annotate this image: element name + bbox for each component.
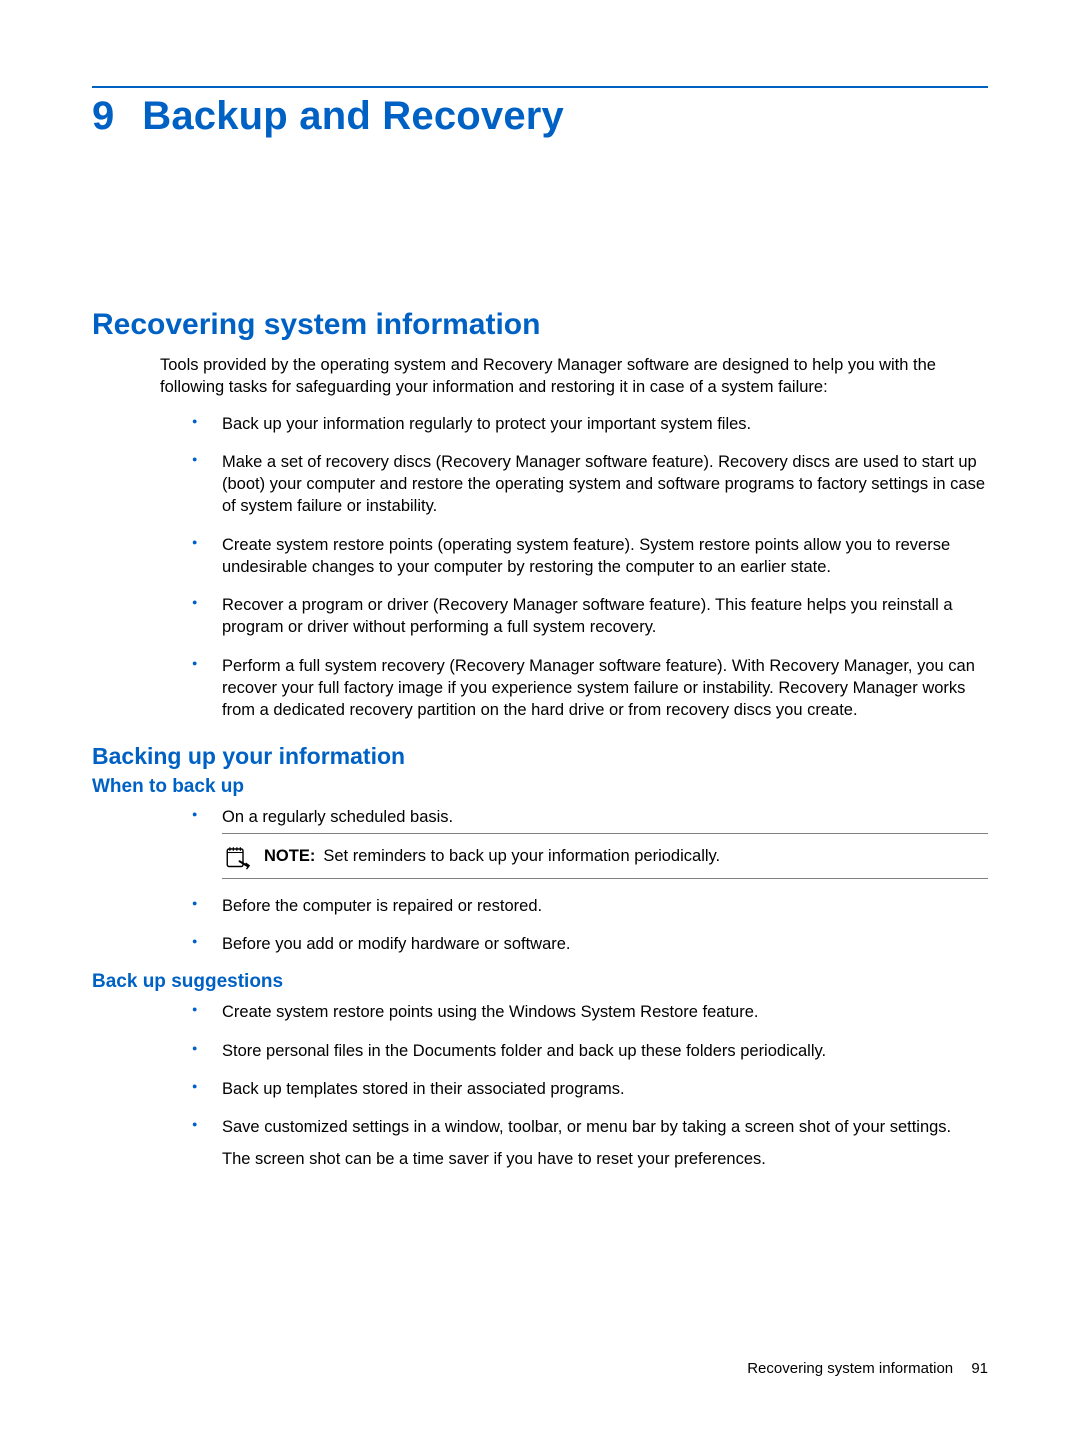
list-item: On a regularly scheduled basis. NOTE: Set… — [192, 806, 988, 878]
list-item: Recover a program or driver (Recovery Ma… — [192, 594, 988, 639]
list-item: Back up your information regularly to pr… — [192, 413, 988, 435]
list-item: Create system restore points (operating … — [192, 534, 988, 579]
note-text: NOTE: Set reminders to back up your infor… — [264, 845, 720, 867]
chapter-heading: 9 Backup and Recovery — [92, 94, 988, 138]
list-item: Create system restore points using the W… — [192, 1001, 988, 1023]
note-label: NOTE: — [264, 847, 315, 865]
list-item: Store personal files in the Documents fo… — [192, 1040, 988, 1062]
chapter-number: 9 — [92, 96, 114, 136]
note-body: Set reminders to back up your informatio… — [323, 847, 720, 865]
document-page: 9 Backup and Recovery Recovering system … — [0, 0, 1080, 1437]
section-bullet-list: Back up your information regularly to pr… — [92, 413, 988, 722]
note-callout: NOTE: Set reminders to back up your infor… — [222, 833, 988, 879]
suggestions-bullet-list: Create system restore points using the W… — [92, 1001, 988, 1170]
chapter-rule — [92, 86, 988, 88]
footer-section-name: Recovering system information — [747, 1360, 953, 1377]
note-icon — [222, 842, 250, 870]
page-footer: Recovering system information 91 — [747, 1360, 988, 1377]
list-item: Before the computer is repaired or resto… — [192, 895, 988, 917]
chapter-title: Backup and Recovery — [142, 94, 564, 138]
subsection-title: Backing up your information — [92, 743, 988, 770]
list-item-trail: The screen shot can be a time saver if y… — [222, 1148, 988, 1170]
list-item-text: Save customized settings in a window, to… — [222, 1118, 951, 1136]
list-item: Back up templates stored in their associ… — [192, 1078, 988, 1100]
subsubsection-title-suggestions: Back up suggestions — [92, 971, 988, 993]
when-bullet-list: On a regularly scheduled basis. NOTE: Set… — [92, 806, 988, 955]
list-item: Save customized settings in a window, to… — [192, 1116, 988, 1171]
list-item: Perform a full system recovery (Recovery… — [192, 655, 988, 722]
section-intro: Tools provided by the operating system a… — [92, 354, 988, 399]
list-item: Before you add or modify hardware or sof… — [192, 933, 988, 955]
section-title: Recovering system information — [92, 308, 988, 342]
page-number: 91 — [971, 1360, 988, 1377]
list-item: Make a set of recovery discs (Recovery M… — [192, 451, 988, 518]
subsubsection-title-when: When to back up — [92, 776, 988, 798]
list-item-text: On a regularly scheduled basis. — [222, 808, 453, 826]
